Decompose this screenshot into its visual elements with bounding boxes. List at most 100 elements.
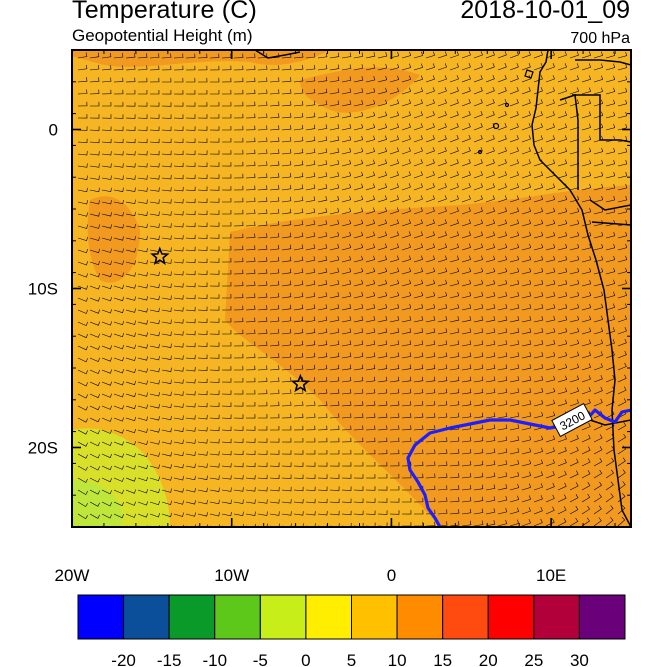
wind-barb [305,256,316,263]
wind-barb [449,485,460,491]
wind-barb [449,171,459,179]
wind-barb [437,340,448,347]
wind-barb [497,231,507,239]
wind-barb [245,233,256,239]
wind-barb [365,304,376,311]
wind-barb [317,486,328,491]
wind-barb [125,453,136,458]
wind-barb [473,98,483,107]
wind-barb [521,231,532,239]
wind-barb [605,493,614,503]
wind-barb [557,267,568,275]
wind-barb [473,508,484,515]
wind-barb [125,320,136,325]
wind-barb [113,453,124,458]
wind-barb [77,429,88,435]
wind-barb [485,291,496,299]
wind-barb [485,195,495,203]
wind-barb [377,388,388,395]
wind-barb [137,272,148,277]
wind-barb [617,481,626,491]
wind-barb [173,355,184,360]
wind-barb [473,364,484,371]
wind-barb [305,328,316,335]
wind-barb [221,65,232,71]
wind-barb [569,231,580,239]
wind-barb [185,77,196,83]
wind-barb [365,255,376,263]
wind-barb [293,280,304,287]
wind-barb [377,376,388,383]
wind-barb [197,354,208,359]
wind-barb [341,304,352,311]
wind-barb [125,77,136,83]
wind-barb [509,219,519,227]
wind-barb [149,187,160,192]
wind-barb [593,243,604,251]
wind-barb [245,293,256,299]
wind-barb [353,159,364,167]
wind-barb [461,63,471,71]
wind-barb [341,498,352,503]
wind-barb [281,148,292,155]
wind-barb [557,482,567,491]
wind-barb [101,89,112,95]
wind-barb [113,489,124,495]
wind-barb [401,147,411,155]
wind-barb [185,114,196,119]
wind-barb [521,435,532,443]
wind-barb [497,207,507,215]
wind-barb [533,376,544,383]
wind-barb [281,474,292,479]
wind-barb [497,340,508,347]
wind-barb [533,51,543,59]
wind-barb [197,342,208,347]
wind-barb [605,183,616,191]
wind-barb [353,376,364,383]
wind-barb [89,309,100,314]
wind-barb [401,99,411,107]
wind-barb [257,269,268,275]
wind-barb [269,377,280,383]
wind-barb [485,304,496,311]
wind-barb [281,353,292,359]
wind-barb [77,150,88,156]
colorbar-swatch [77,594,125,640]
wind-barb [425,183,435,191]
wind-barb [617,171,628,179]
wind-barb [353,486,364,491]
wind-barb [125,428,136,434]
wind-barb [509,255,520,263]
wind-barb [317,88,328,95]
wind-barb [521,147,531,155]
wind-barb [222,281,232,287]
wind-barb [269,244,280,251]
wind-barb [353,123,364,131]
wind-barb [581,207,592,215]
wind-barb [185,210,196,216]
wind-barb [521,292,532,299]
wind-barb [317,244,328,251]
wind-barb [377,328,388,335]
wind-barb [365,316,376,323]
chart-subtitle: Geopotential Height (m) [72,26,253,45]
wind-barb [185,487,196,493]
wind-barb [113,260,124,265]
wind-barb [497,412,508,419]
wind-barb [257,487,268,492]
wind-barb [197,150,208,155]
wind-barb [341,136,352,143]
wind-barb [581,159,592,167]
wind-barb [425,231,435,239]
wind-barb [173,210,184,216]
wind-barb [137,211,148,216]
wind-barb [185,53,196,59]
wind-barb [413,123,423,131]
wind-barb [257,341,268,347]
wind-barb [389,63,400,71]
wind-barb [497,400,508,407]
wind-barb [461,424,472,431]
wind-barb [305,316,316,323]
wind-barb [365,510,376,515]
wind-barb [401,123,411,131]
